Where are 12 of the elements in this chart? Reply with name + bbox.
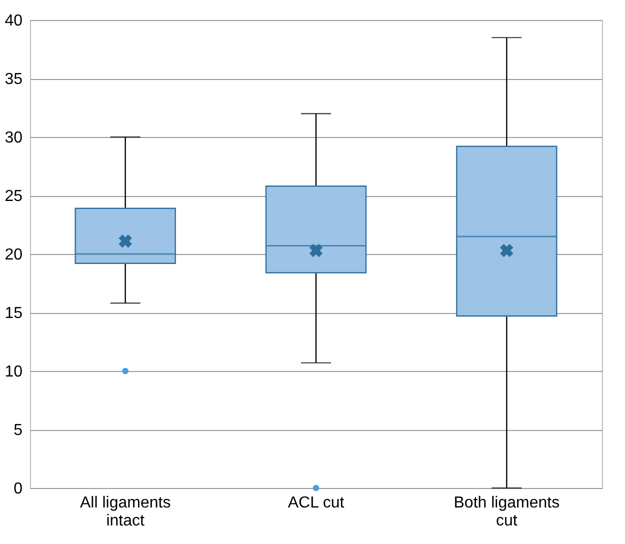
y-tick-label: 35 bbox=[4, 71, 23, 88]
y-tick-label: 5 bbox=[14, 422, 23, 439]
x-tick-label: ACL cut bbox=[288, 494, 345, 512]
y-tick-label: 10 bbox=[4, 364, 23, 380]
y-tick-label: 0 bbox=[14, 480, 23, 498]
y-tick-label: 25 bbox=[4, 188, 23, 205]
y-tick-label: 15 bbox=[4, 305, 23, 322]
y-tick-label: 30 bbox=[4, 130, 23, 146]
x-tick-label: All ligaments intact bbox=[80, 494, 171, 530]
y-tick-label: 40 bbox=[4, 12, 23, 30]
y-tick-label: 20 bbox=[4, 246, 23, 264]
x-tick-label: Both ligaments cut bbox=[454, 494, 560, 530]
